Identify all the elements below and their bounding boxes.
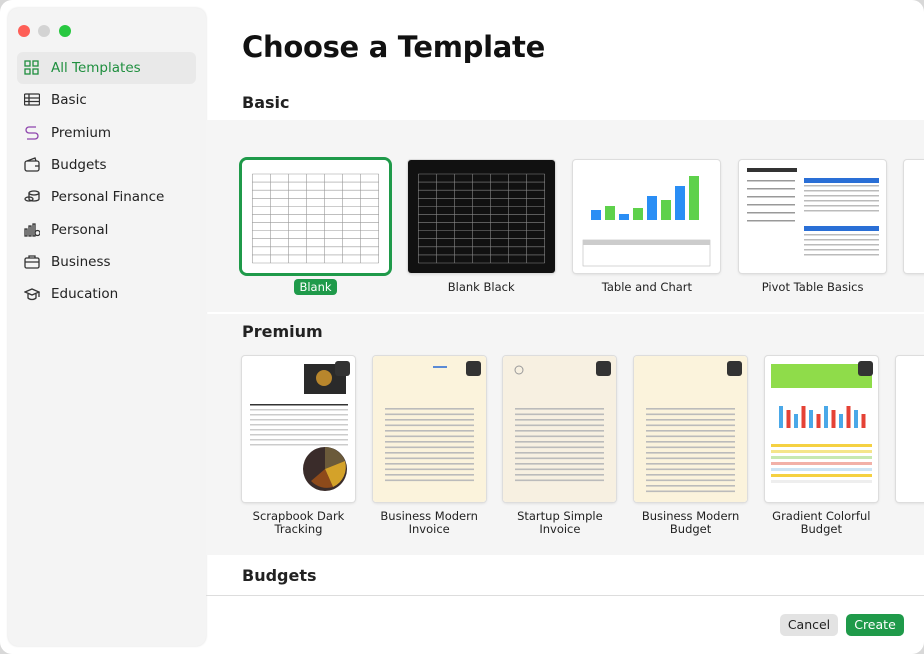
sidebar-icon (24, 255, 40, 269)
sidebar-label: Personal Finance (51, 189, 165, 206)
sidebar-item[interactable]: All Templates (17, 52, 196, 84)
sidebar-icon (24, 157, 40, 172)
template-thumbnail[interactable] (634, 356, 748, 502)
sidebar-label: Premium (51, 124, 112, 141)
premium-badge (727, 361, 743, 376)
template-label[interactable]: Business Modern Budget (626, 510, 755, 536)
sidebar-icon (25, 125, 39, 140)
sidebar-icon (24, 190, 40, 202)
template-label[interactable]: Blank (234, 279, 397, 295)
premium-badge (857, 361, 873, 376)
sidebar-item[interactable]: Budgets (17, 149, 196, 181)
sidebar-item[interactable]: Education (17, 278, 196, 310)
sidebar-label: Education (51, 286, 119, 303)
template-label[interactable]: Scrapbook Dark Tracking (234, 510, 363, 536)
sidebar-label: All Templates (51, 60, 141, 76)
sidebar-label: Personal (51, 221, 109, 238)
minimize-button[interactable] (38, 25, 50, 37)
template-thumbnail-partial[interactable] (904, 160, 924, 273)
page-title: Choose a Template (242, 30, 545, 64)
template-name: Pivot Table Basics (761, 280, 864, 294)
sidebar-label: Basic (51, 92, 87, 109)
sidebar-icon (24, 93, 40, 106)
template-thumbnail[interactable] (503, 356, 617, 502)
sidebar-icon (24, 60, 39, 75)
premium-badge (465, 361, 481, 376)
template-name: Blank (294, 279, 337, 295)
section-title: Premium (242, 322, 323, 341)
template-name: Blank Black (447, 280, 515, 294)
template-thumbnail[interactable] (573, 160, 721, 273)
footer-divider (206, 595, 924, 596)
create-button[interactable]: Create (846, 614, 904, 636)
section-title: Budgets (242, 566, 317, 585)
template-label[interactable]: Table and Chart (565, 281, 728, 294)
template-thumbnail[interactable] (242, 160, 389, 273)
sidebar-item[interactable]: Basic (17, 84, 196, 116)
template-thumbnail-partial[interactable] (896, 356, 924, 502)
template-label[interactable]: Pivot Table Basics (731, 281, 894, 294)
sidebar: All Templates Basic Premium Budgets Personal… (8, 8, 206, 646)
sidebar-label: Budgets (51, 156, 107, 173)
template-name: Business Modern Budget (641, 509, 740, 536)
template-label[interactable]: Business Modern Invoice (365, 510, 494, 536)
template-thumbnail[interactable] (407, 160, 555, 273)
zoom-button[interactable] (59, 25, 71, 37)
template-thumbnail[interactable] (764, 356, 878, 502)
sidebar-label: Business (51, 253, 111, 270)
template-name: Startup Simple Invoice (517, 509, 603, 536)
close-button[interactable] (18, 25, 30, 37)
sidebar-item[interactable]: Premium (17, 117, 196, 149)
template-label[interactable]: Blank Black (400, 281, 563, 294)
template-name: Scrapbook Dark Tracking (252, 509, 345, 536)
sidebar-item[interactable]: Business (17, 246, 196, 278)
template-name: Business Modern Invoice (380, 509, 478, 536)
template-label[interactable]: Gradient Colorful Budget (757, 510, 886, 536)
premium-badge (596, 361, 612, 376)
sidebar-icon (24, 288, 40, 301)
sidebar-item[interactable]: Personal Finance (17, 181, 196, 213)
template-thumbnail[interactable] (372, 356, 486, 502)
template-name: Gradient Colorful Budget (772, 509, 871, 536)
template-label[interactable]: Startup Simple Invoice (495, 510, 624, 536)
cancel-button[interactable]: Cancel (780, 614, 838, 636)
sidebar-icon (24, 222, 40, 237)
template-thumbnail[interactable] (739, 160, 887, 273)
premium-badge (335, 361, 350, 376)
template-thumbnail[interactable] (242, 356, 355, 502)
section-title: Basic (242, 93, 290, 112)
template-name: Table and Chart (601, 280, 693, 294)
sidebar-item[interactable]: Personal (17, 214, 196, 246)
